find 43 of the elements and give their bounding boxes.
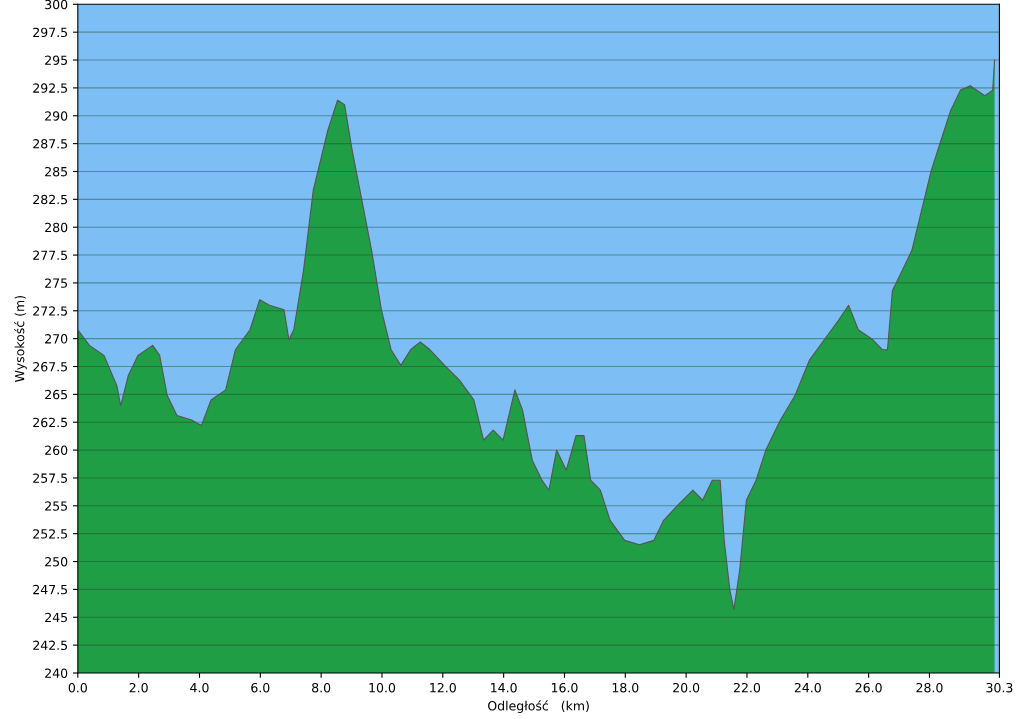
- y-tick-label: 260: [45, 445, 68, 456]
- y-axis-title: Wysokość (m): [14, 296, 27, 382]
- y-tick-label: 240: [45, 668, 68, 678]
- y-tick-label: 272.5: [33, 306, 68, 316]
- y-tick-label: 280: [45, 222, 68, 233]
- x-axis-title: Odległość (km): [488, 700, 589, 713]
- x-tick-label: 8.0: [312, 682, 331, 693]
- y-tick-label: 292.5: [33, 83, 68, 93]
- x-tick-label: 20.0: [673, 682, 700, 693]
- y-tick-label: 247.5: [33, 584, 68, 595]
- y-tick-label: 297.5: [33, 27, 68, 38]
- y-tick-label: 275: [45, 278, 68, 288]
- y-tick-label: 270: [45, 334, 68, 344]
- y-tick-label: 300: [45, 0, 68, 10]
- y-tick-label: 290: [45, 111, 68, 121]
- x-tick-label: 4.0: [190, 682, 209, 693]
- x-tick-label: 30.3: [986, 682, 1013, 693]
- x-tick-label: 16.0: [551, 682, 578, 693]
- x-tick-label: 0.0: [68, 682, 87, 693]
- y-tick-label: 267.5: [33, 361, 68, 372]
- x-tick-label: 6.0: [251, 682, 270, 693]
- y-tick-label: 295: [45, 55, 68, 65]
- y-tick-label: 287.5: [33, 139, 68, 149]
- y-tick-label: 282.5: [33, 194, 68, 205]
- x-tick-label: 26.0: [855, 682, 882, 693]
- y-tick-label: 265: [45, 389, 68, 400]
- y-tick-label: 245: [45, 612, 68, 623]
- y-tick-label: 242.5: [33, 640, 68, 651]
- x-tick-label: 10.0: [369, 682, 396, 693]
- x-tick-label: 2.0: [129, 682, 148, 693]
- y-tick-label: 285: [45, 166, 68, 177]
- y-tick-label: 255: [45, 501, 68, 511]
- x-tick-label: 12.0: [430, 682, 456, 693]
- y-tick-label: 252.5: [33, 529, 68, 539]
- y-tick-label: 262.5: [33, 417, 68, 428]
- x-tick-label: 14.0: [491, 682, 517, 693]
- y-tick-label: 277.5: [33, 250, 68, 260]
- x-tick-label: 22.0: [733, 682, 761, 693]
- x-tick-label: 24.0: [794, 682, 821, 693]
- y-tick-label: 257.5: [33, 473, 68, 483]
- x-tick-label: 18.0: [612, 682, 639, 693]
- x-tick-label: 28.0: [916, 682, 943, 693]
- y-tick-label: 250: [45, 557, 68, 567]
